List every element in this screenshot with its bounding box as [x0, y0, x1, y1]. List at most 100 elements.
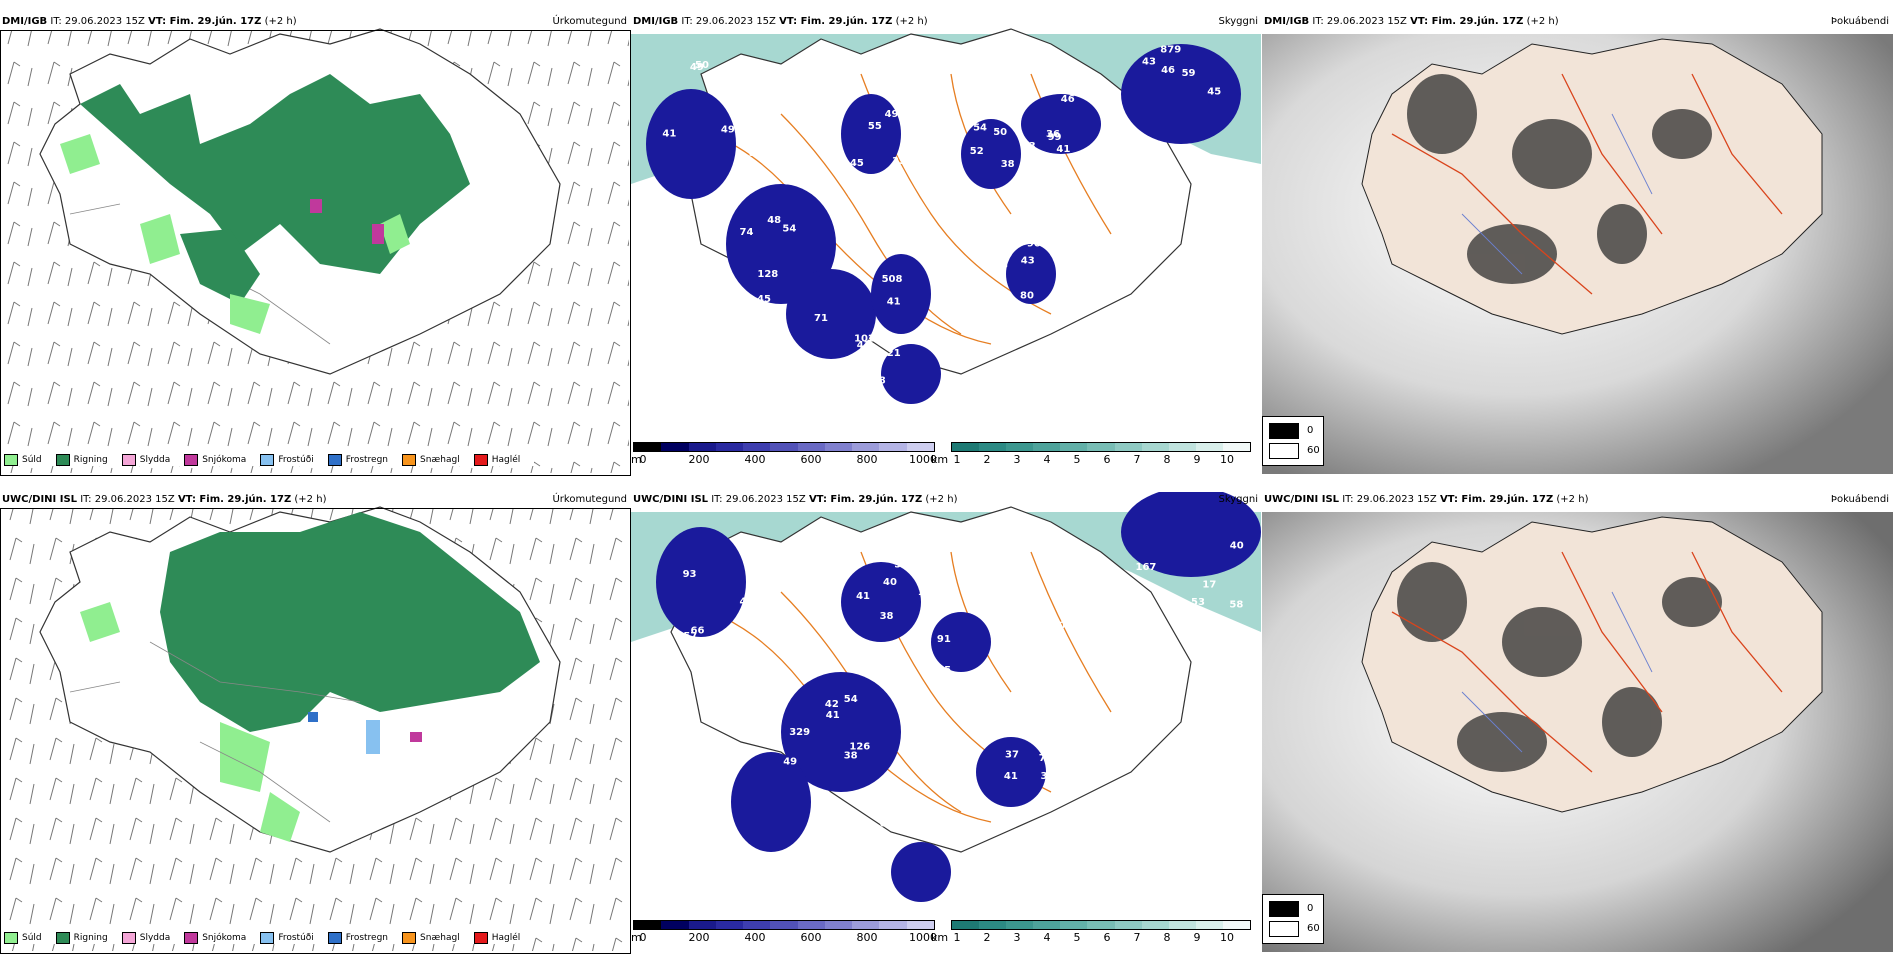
visibility-value-label: 54 [782, 223, 796, 234]
colorbar-tick: 400 [744, 931, 766, 944]
legend-item: Snæhagl [402, 932, 460, 944]
visibility-value-label: 46 [1161, 65, 1175, 76]
colorbar-segment [1006, 921, 1034, 929]
panel-header: DMI/IGB IT: 29.06.2023 15Z VT: Fim. 29.j… [2, 16, 297, 27]
colorbar-segment [1168, 443, 1196, 451]
colorbar-segment [979, 921, 1007, 929]
colorbar-segment [824, 921, 853, 929]
colorbar-tick: 1000 [909, 931, 937, 944]
colorbar-segment [715, 443, 744, 451]
colorbar-segment [1033, 921, 1061, 929]
colorbar-tick: 200 [688, 453, 710, 466]
visibility-value-label: 45 [850, 158, 864, 169]
visibility-value-label: 49 [1053, 555, 1067, 566]
visibility-value-label: 17 [1202, 579, 1216, 590]
legend-item: Rigning [55, 932, 108, 944]
panel-title: Þokuábendi [1830, 494, 1889, 505]
colorbar-segment [1087, 921, 1115, 929]
visibility-value-label: 49 [783, 757, 797, 768]
visibility-colorbar-m: 0 200 400 600 800 1000 [633, 442, 937, 466]
visibility-value-label: 49 [885, 109, 899, 120]
colorbar-segment [770, 443, 798, 451]
iceland-outline [39, 28, 561, 375]
visibility-value-label: 46 [1061, 94, 1075, 105]
visibility-value-label: 71 [814, 313, 828, 324]
visibility-value-label: 42 [740, 596, 754, 607]
visibility-value-label: 60 [949, 128, 963, 139]
visibility-value-label: 57 [832, 100, 846, 111]
legend-item: Haglél [473, 454, 520, 466]
visibility-value-label: 41 [662, 128, 676, 139]
legend-swatch [402, 454, 417, 466]
visibility-value-label: 41 [856, 591, 870, 602]
visibility-colorbar-km: 1 2 3 4 5 6 7 8 9 10 [951, 442, 1251, 466]
colorbar-segment [661, 921, 689, 929]
visibility-value-label: 329 [789, 727, 810, 738]
visibility-value-label: 39 [949, 176, 963, 187]
colorbar-tick: 8 [1163, 453, 1171, 466]
panel-title: Þokuábendi [1830, 16, 1889, 27]
colorbar-tick: 5 [1073, 453, 1081, 466]
visibility-value-label: 53 [994, 260, 1008, 271]
visibility-value-label: 45 [757, 294, 771, 305]
legend-item: Snjókoma [184, 454, 246, 466]
legend-item: Frostregn [327, 454, 388, 466]
colorbar-segment [1060, 921, 1088, 929]
colorbar-segment [743, 443, 771, 451]
visibility-value-label: 879 [1160, 44, 1181, 55]
visibility-value-label: 43 [987, 288, 1001, 299]
colorbar-segment [634, 921, 662, 929]
visibility-value-label: 47 [922, 96, 936, 107]
colorbar-tick: 8 [1163, 931, 1171, 944]
visibility-value-label: 99 [1048, 132, 1062, 143]
visibility-panel-row2: UWC/DINI ISL IT: 29.06.2023 15Z VT: Fim.… [631, 492, 1262, 954]
visibility-value-label: 73 [1002, 612, 1016, 623]
colorbar-tick: 200 [688, 931, 710, 944]
legend-item: Rigning [55, 454, 108, 466]
legend-swatch [121, 932, 136, 944]
fog-legend: 0 60 [1262, 894, 1324, 944]
visibility-value-label: 65 [880, 819, 894, 830]
legend-item: Haglél [473, 932, 520, 944]
colorbar-tick: 400 [744, 453, 766, 466]
panel-header: UWC/DINI ISL IT: 29.06.2023 15Z VT: Fim.… [1264, 494, 1589, 505]
visibility-value-label: 39 [1039, 550, 1053, 561]
visibility-value-label: 60 [1101, 608, 1115, 619]
visibility-value-label: 49 [721, 125, 735, 136]
visibility-value-label: 54 [973, 123, 987, 134]
visibility-value-label: 46 [744, 77, 758, 88]
visibility-value-label: 46 [1078, 595, 1092, 606]
visibility-value-label: 91 [937, 634, 951, 645]
unit-km: km [931, 453, 949, 466]
legend-item: Snjókoma [184, 932, 246, 944]
visibility-value-label: 68 [998, 249, 1012, 260]
colorbar-tick: 6 [1103, 453, 1111, 466]
colorbar-segment [852, 443, 880, 451]
legend-swatch [473, 454, 488, 466]
visibility-value-label: 203 [1031, 716, 1052, 727]
visibility-value-label: 43 [857, 340, 871, 351]
visibility-value-label: 48 [767, 215, 781, 226]
colorbar-segment [1060, 443, 1088, 451]
colorbar-tick: 600 [800, 453, 822, 466]
colorbar-tick: 2 [983, 931, 991, 944]
unit-m: m [631, 931, 642, 944]
legend-swatch [327, 454, 342, 466]
visibility-value-label: 49 [750, 544, 764, 555]
legend-swatch [121, 454, 136, 466]
visibility-value-label: 98 [1015, 627, 1029, 638]
visibility-value-label: 38 [1001, 159, 1015, 170]
colorbar-segment [797, 921, 825, 929]
colorbar-segment [1222, 443, 1251, 451]
colorbar-tick: 0 [639, 453, 647, 466]
colorbar-tick: 3 [1013, 453, 1021, 466]
fog-legend: 0 60 [1262, 416, 1324, 466]
fog-index-map [1262, 34, 1893, 474]
visibility-value-label: 57 [683, 631, 697, 642]
panel-title: Úrkomutegund [552, 494, 627, 505]
visibility-value-label: 102 [854, 334, 875, 345]
visibility-value-label: 62 [851, 223, 865, 234]
visibility-value-label: 45 [1207, 86, 1221, 97]
legend-swatch [402, 932, 417, 944]
colorbar-tick: 9 [1193, 931, 1201, 944]
